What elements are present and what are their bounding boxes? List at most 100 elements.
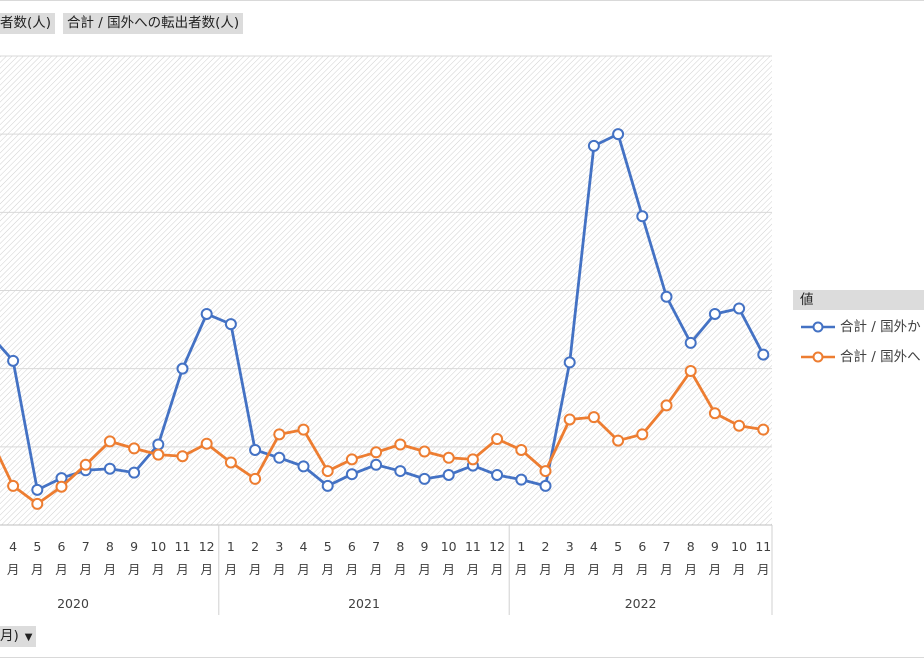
values-field-label-series-2: 合計 / 国外への転出者数(人) <box>67 15 240 31</box>
series-2-point <box>103 435 116 448</box>
x-tick-label-month: 11 <box>465 539 481 554</box>
x-tick-label-month: 8 <box>396 539 404 554</box>
series-1-point <box>587 139 600 152</box>
series-2-point <box>273 428 286 441</box>
series-2-point <box>515 443 528 456</box>
x-tick-label-month: 9 <box>711 539 719 554</box>
x-tick-label-month: 10 <box>731 539 747 554</box>
series-2-point <box>7 479 20 492</box>
series-2-point <box>321 465 334 478</box>
legend-header[interactable]: 値 <box>793 290 924 310</box>
x-tick-label-month: 1 <box>517 539 525 554</box>
series-1-point <box>394 465 407 478</box>
x-tick-label-suffix: 月 <box>563 562 576 577</box>
series-1-point <box>7 354 20 367</box>
series-2-point <box>394 438 407 451</box>
x-tick-label-month: 9 <box>421 539 429 554</box>
series-1-point <box>660 290 673 303</box>
series-1-point <box>297 460 310 473</box>
series-2-point <box>224 456 237 469</box>
legend-label-series-2: 合計 / 国外へ <box>840 349 921 365</box>
x-tick-label-suffix: 月 <box>346 562 359 577</box>
x-year-label: 2021 <box>348 596 380 611</box>
series-1-point <box>152 438 165 451</box>
x-tick-label-suffix: 月 <box>273 562 286 577</box>
legend-item-series-1[interactable]: 合計 / 国外か <box>800 317 921 337</box>
x-tick-label-suffix: 月 <box>733 562 746 577</box>
series-2-point <box>249 472 262 485</box>
x-tick-label-month: 4 <box>300 539 308 554</box>
x-tick-label-suffix: 月 <box>128 562 141 577</box>
window-bottom-border <box>0 657 924 658</box>
series-1-point <box>273 451 286 464</box>
x-tick-label-suffix: 月 <box>176 562 189 577</box>
series-1-point <box>539 479 552 492</box>
x-tick-label-suffix: 月 <box>370 562 383 577</box>
x-tick-label-month: 1 <box>227 539 235 554</box>
series-2-point <box>55 480 68 493</box>
series-1-point <box>636 210 649 223</box>
series-1-point <box>128 466 141 479</box>
series-1-point <box>708 307 721 320</box>
series-1-point <box>684 336 697 349</box>
x-tick-label-suffix: 月 <box>709 562 722 577</box>
x-tick-label-month: 10 <box>150 539 166 554</box>
x-tick-label-suffix: 月 <box>394 562 407 577</box>
series-1-point <box>224 318 237 331</box>
x-tick-label-month: 7 <box>82 539 90 554</box>
series-1-point <box>31 483 44 496</box>
series-2-point <box>152 448 165 461</box>
series-2-point <box>733 419 746 432</box>
series-2-point <box>442 451 455 464</box>
x-tick-label-suffix: 月 <box>249 562 262 577</box>
x-tick-label-month: 12 <box>489 539 505 554</box>
series-layer <box>0 128 770 510</box>
x-tick-label-month: 6 <box>348 539 356 554</box>
series-2-point <box>660 399 673 412</box>
axis-field-label: 月) <box>0 628 19 644</box>
values-field-button-series-2[interactable]: 合計 / 国外への転出者数(人) <box>63 13 244 34</box>
x-year-label: 2022 <box>625 596 657 611</box>
legend-item-series-2[interactable]: 合計 / 国外へ <box>800 347 921 367</box>
x-tick-label-suffix: 月 <box>225 562 238 577</box>
x-tick-label-suffix: 月 <box>684 562 697 577</box>
series-2-point <box>176 450 189 463</box>
x-tick-label-month: 8 <box>687 539 695 554</box>
series-2-point <box>79 458 92 471</box>
series-1-point <box>563 356 576 369</box>
x-tick-label-suffix: 月 <box>79 562 92 577</box>
x-tick-label-month: 5 <box>324 539 332 554</box>
series-1-point <box>345 468 358 481</box>
series-1-point <box>612 128 625 141</box>
x-tick-label-suffix: 月 <box>297 562 310 577</box>
series-2-point <box>345 453 358 466</box>
x-tick-label-month: 5 <box>33 539 41 554</box>
x-tick-label-suffix: 月 <box>636 562 649 577</box>
series-2-point <box>491 433 504 446</box>
x-tick-label-suffix: 月 <box>200 562 213 577</box>
dropdown-arrow-icon: ▼ <box>24 632 33 643</box>
x-tick-label-suffix: 月 <box>612 562 625 577</box>
x-tick-label-suffix: 月 <box>152 562 165 577</box>
x-tick-label-suffix: 月 <box>31 562 44 577</box>
x-tick-label-suffix: 月 <box>588 562 601 577</box>
x-tick-label-suffix: 月 <box>467 562 480 577</box>
x-tick-label-month: 12 <box>199 539 215 554</box>
series-1-point <box>103 462 116 475</box>
x-tick-label-suffix: 月 <box>491 562 504 577</box>
window-top-border <box>0 0 924 1</box>
x-tick-label-month: 2 <box>251 539 259 554</box>
axis-field-button[interactable]: 月) ▼ <box>0 626 37 647</box>
x-tick-label-month: 6 <box>638 539 646 554</box>
values-field-button-series-1[interactable]: 者数(人) <box>0 13 56 34</box>
series-2-point <box>563 413 576 426</box>
legend-marker-series-1 <box>801 321 835 333</box>
x-tick-label-month: 7 <box>372 539 380 554</box>
legend-label-series-1: 合計 / 国外か <box>840 319 921 335</box>
x-tick-label-month: 3 <box>275 539 283 554</box>
series-2-point <box>31 497 44 510</box>
x-year-label: 2020 <box>57 596 89 611</box>
series-2-point <box>757 423 770 436</box>
x-tick-label-suffix: 月 <box>418 562 431 577</box>
